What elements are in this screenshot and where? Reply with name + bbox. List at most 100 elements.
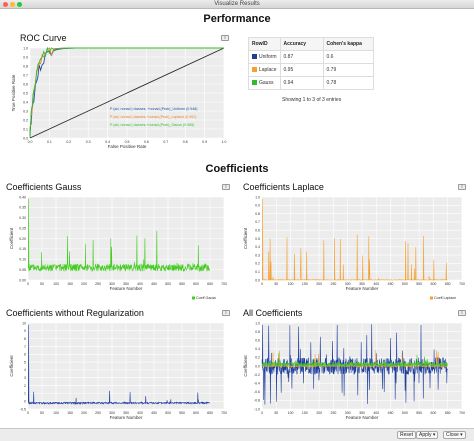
x-tick-label: 150 [67, 411, 73, 415]
noreg-menu-button[interactable]: ≡ [222, 310, 230, 316]
x-tick-label: 700 [221, 282, 227, 286]
y-tick-label: 1.0 [255, 321, 260, 325]
y-tick-label: 0.9 [23, 55, 28, 59]
col-accuracy[interactable]: Accuracy [279, 37, 324, 51]
x-tick-label: 250 [95, 282, 101, 286]
row-id-cell: Gauss [248, 76, 281, 90]
accuracy-cell: 0.95 [279, 63, 324, 77]
apply-button[interactable]: Apply ▾ [416, 431, 439, 439]
all-menu-button[interactable]: ≡ [458, 310, 466, 316]
row-id-cell: Laplace [248, 63, 281, 77]
y-tick-label: 0.5 [255, 237, 260, 241]
y-tick-label: 10 [22, 321, 26, 325]
gauss-chart: 0 50 100 150 200 250 300 350 400 450 500 550 600 650 7… [9, 195, 227, 300]
y-tick-label: 0.8 [255, 330, 260, 334]
x-tick-label: 0.6 [144, 140, 149, 144]
x-tick-label: 250 [95, 411, 101, 415]
x-axis-label: Feature Number [346, 286, 379, 291]
minimize-window-icon[interactable] [10, 2, 15, 7]
y-tick-label: 0.25 [19, 226, 26, 230]
y-axis-label: Coefficient [9, 355, 14, 377]
laplace-menu-button[interactable]: ≡ [458, 184, 466, 190]
x-tick-label: 50 [274, 411, 278, 415]
x-tick-label: 650 [445, 411, 451, 415]
close-button[interactable]: Close ▾ [443, 431, 466, 439]
x-tick-label: 50 [274, 282, 278, 286]
coefficient-series-line [27, 198, 210, 273]
y-tick-label: 0.30 [19, 216, 26, 220]
zoom-window-icon[interactable] [17, 2, 22, 7]
x-tick-label: 700 [459, 411, 465, 415]
y-tick-label: 0.3 [255, 253, 260, 257]
window-title: Visualize Results [214, 1, 260, 7]
color-swatch [252, 80, 257, 86]
roc-legend-entry: P (ad, nonad | classes, +nonad,(Prob)_Un… [110, 107, 197, 111]
y-tick-label: 5 [24, 360, 26, 364]
y-tick-label: 0.8 [255, 212, 260, 216]
y-tick-label: 0.8 [23, 64, 28, 68]
window-titlebar: Visualize Results [0, 0, 474, 9]
x-tick-label: 500 [402, 411, 408, 415]
roc-legend-entry: P (ad, nonad | classes,+nonad,(Prob)_Gau… [110, 123, 194, 127]
y-tick-label: 3 [24, 376, 26, 380]
x-axis-label: Feature Number [346, 415, 379, 420]
table-row: Gauss 0.94 0.78 [248, 76, 374, 90]
y-tick-label: 0.2 [255, 356, 260, 360]
x-tick-label: 0.2 [66, 140, 71, 144]
y-tick-label: 4 [24, 368, 26, 372]
x-tick-label: 550 [416, 282, 422, 286]
x-tick-label: 300 [109, 282, 115, 286]
gauss-menu-button[interactable]: ≡ [222, 184, 230, 190]
y-tick-label: 0.3 [23, 109, 28, 113]
y-tick-label: 1.0 [255, 195, 260, 199]
y-tick-label: 0.15 [19, 247, 26, 251]
x-tick-label: 1.0 [222, 140, 227, 144]
x-tick-label: 350 [359, 411, 365, 415]
chart-legend-label: Coeff Gauss [196, 296, 216, 300]
footer-bar: Reset Apply ▾ Close ▾ [0, 428, 474, 441]
x-axis-label: Feature Number [110, 286, 143, 291]
col-kappa[interactable]: Cohen's kappa [322, 37, 374, 51]
y-tick-label: -0.8 [254, 399, 260, 403]
x-tick-label: 0.4 [105, 140, 110, 144]
y-tick-label: 0.05 [19, 268, 26, 272]
x-tick-label: 0 [261, 411, 263, 415]
table-info: Showing 1 to 3 of 3 entries [282, 97, 342, 103]
x-tick-label: 300 [345, 411, 351, 415]
x-tick-label: 100 [53, 282, 59, 286]
close-window-icon[interactable] [3, 2, 8, 7]
y-tick-label: 0.7 [23, 73, 28, 77]
results-table: RowID Accuracy Cohen's kappa Uniform 0.8… [248, 37, 374, 90]
x-tick-label: 100 [53, 411, 59, 415]
x-tick-label: 350 [123, 282, 129, 286]
y-axis-label: Coefficient [9, 227, 14, 249]
x-tick-label: 50 [40, 411, 44, 415]
table-header-row: RowID Accuracy Cohen's kappa [248, 37, 374, 51]
accuracy-cell: 0.87 [279, 50, 324, 64]
col-rowid[interactable]: RowID [248, 37, 281, 51]
y-tick-label: 0.00 [19, 278, 26, 282]
y-tick-label: 0.6 [255, 339, 260, 343]
x-tick-label: 250 [331, 411, 337, 415]
all-chart: 0 50 100 150 200 250 300 350 400 450 500 550 600 650 7… [243, 321, 465, 420]
laplace-title: Coefficients Laplace [243, 182, 324, 192]
x-tick-label: 350 [359, 282, 365, 286]
reset-button[interactable]: Reset [397, 431, 417, 439]
y-axis-label: True Positive Rate [11, 74, 16, 111]
kappa-cell: 0.79 [322, 63, 374, 77]
performance-heading: Performance [203, 13, 271, 25]
y-tick-label: 0.0 [255, 278, 260, 282]
laplace-chart: 0 50 100 150 200 250 300 350 400 450 500 550 600 650 7… [243, 195, 465, 300]
roc-menu-button[interactable]: ≡ [221, 35, 229, 41]
table-row: Laplace 0.95 0.79 [248, 63, 374, 77]
x-tick-label: 200 [81, 411, 87, 415]
x-tick-label: 550 [416, 411, 422, 415]
y-tick-label: 0.10 [19, 258, 26, 262]
row-id-cell: Uniform [248, 50, 281, 64]
x-tick-label: 450 [151, 411, 157, 415]
legend-swatch [430, 296, 433, 300]
x-tick-label: 600 [431, 282, 437, 286]
y-tick-label: 6 [24, 353, 26, 357]
y-tick-label: -1.0 [254, 407, 260, 411]
